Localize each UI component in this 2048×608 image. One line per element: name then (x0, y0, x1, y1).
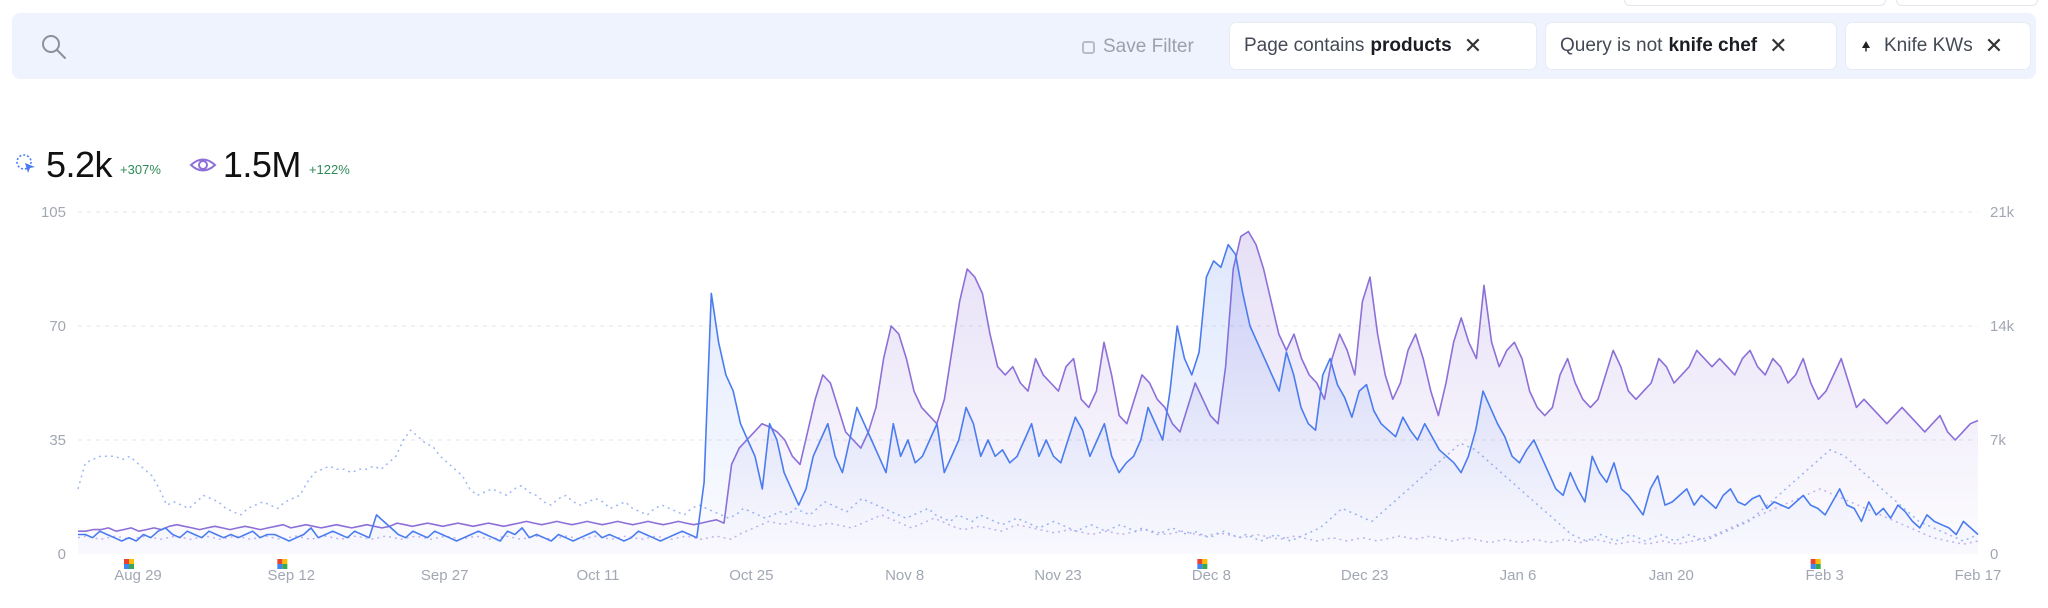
y-left-tick-label: 35 (49, 432, 66, 449)
y-axis-right: 0 7k 14k 21k (1990, 204, 2015, 563)
google-update-icon[interactable] (1810, 559, 1821, 569)
y-right-tick-label: 7k (1990, 432, 2006, 449)
chip-value: knife chef (1668, 35, 1758, 56)
y-left-tick-label: 105 (41, 204, 66, 221)
y-right-tick-label: 0 (1990, 546, 1998, 563)
date-range-button[interactable] (1624, 0, 1886, 6)
chip-label: Knife KWs (1884, 35, 1973, 56)
x-tick-label: Jan 20 (1649, 567, 1694, 584)
performance-chart[interactable]: 0 35 70 105 0 7k 14k 21k Aug 29 Sep 12 Sep 27 Oct… (0, 195, 2048, 608)
google-update-icon[interactable] (277, 559, 288, 569)
x-axis: Aug 29 Sep 12 Sep 27 Oct 11 Oct 25 Nov 8 Nov 2… (114, 559, 2001, 584)
filter-chip-page-contains[interactable]: Page contains products ✕ (1230, 23, 1536, 69)
x-tick-label: Dec 23 (1341, 567, 1389, 584)
save-filter-label: Save Filter (1103, 36, 1194, 57)
close-icon[interactable]: ✕ (1769, 33, 1788, 58)
x-tick-label: Nov 23 (1034, 567, 1082, 584)
y-left-tick-label: 0 (58, 546, 66, 563)
x-tick-label: Nov 8 (885, 567, 924, 584)
x-tick-label: Dec 8 (1192, 567, 1231, 584)
clicks-value: 5.2k (46, 144, 113, 185)
save-icon (1082, 40, 1095, 54)
y-right-tick-label: 21k (1990, 204, 2015, 221)
x-tick-label: Jan 6 (1500, 567, 1537, 584)
clicks-area (78, 244, 1978, 554)
settings-button[interactable] (1896, 0, 2038, 6)
chip-value: products (1370, 35, 1452, 56)
x-tick-label: Sep 12 (268, 567, 316, 584)
impressions-metric[interactable]: 1.5M +122% (189, 144, 350, 186)
impressions-delta: +122% (308, 161, 350, 177)
y-left-tick-label: 70 (49, 318, 66, 335)
chart-series (77, 230, 1979, 554)
filter-bar: Save Filter Page contains products ✕ Que… (12, 13, 2036, 79)
impressions-line[interactable] (78, 230, 1979, 532)
clicks-metric[interactable]: 5.2k +307% (14, 144, 161, 186)
eye-icon (189, 158, 217, 172)
google-update-icon[interactable] (1197, 559, 1208, 569)
x-tick-label: Sep 27 (421, 567, 469, 584)
clicks-delta: +307% (120, 161, 161, 177)
pin-icon (1862, 41, 1870, 52)
x-tick-label: Feb 3 (1805, 567, 1843, 584)
clicks-line[interactable] (78, 243, 1979, 542)
chip-prefix: Query is not (1560, 35, 1663, 56)
close-icon[interactable]: ✕ (1984, 33, 2004, 58)
x-tick-label: Feb 17 (1955, 567, 2002, 584)
y-right-tick-label: 14k (1990, 318, 2015, 335)
x-tick-label: Oct 25 (729, 567, 773, 584)
y-axis-left: 0 35 70 105 (41, 204, 66, 563)
click-cursor-icon (16, 154, 35, 173)
search-icon[interactable] (40, 33, 68, 61)
close-icon[interactable]: ✕ (1463, 33, 1483, 58)
google-update-icon[interactable] (124, 559, 134, 569)
save-filter-button[interactable]: Save Filter (1082, 35, 1194, 59)
filter-chip-query-is-not[interactable]: Query is not knife chef ✕ (1546, 23, 1836, 69)
filter-chip-knife-kws[interactable]: Knife KWs ✕ (1846, 23, 2030, 69)
chip-prefix: Page contains (1244, 35, 1365, 56)
metrics-row: 5.2k +307% 1.5M +122% (14, 140, 378, 190)
chart-grid (78, 211, 1978, 441)
x-tick-label: Oct 11 (576, 567, 619, 584)
x-tick-label: Aug 29 (114, 567, 162, 584)
impressions-value: 1.5M (222, 144, 302, 185)
